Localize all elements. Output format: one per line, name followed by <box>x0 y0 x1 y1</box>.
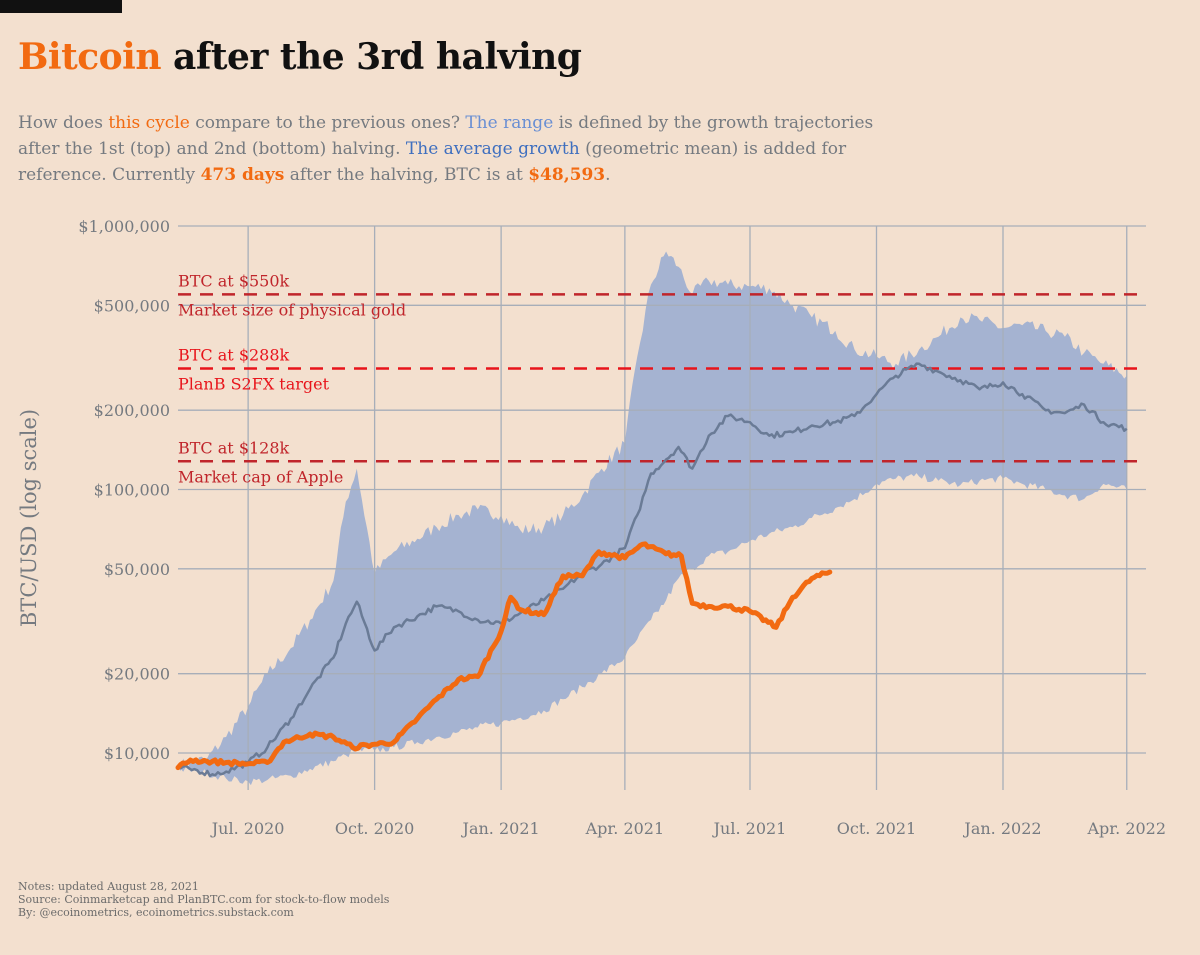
y-tick-label: $50,000 <box>104 560 170 579</box>
reference-label-top: BTC at $288k <box>178 345 290 364</box>
subtitle-text-3: is defined by the growth trajectories af… <box>18 113 874 159</box>
subtitle-text-6: . <box>605 165 611 185</box>
reference-label-top: BTC at $128k <box>178 438 290 457</box>
y-tick-label: $10,000 <box>104 744 170 763</box>
footnote-updated: Notes: updated August 28, 2021 <box>18 880 199 893</box>
subtitle-the-range: The range <box>465 113 554 133</box>
reference-label-bottom: Market cap of Apple <box>178 467 343 486</box>
title-rest: after the 3rd halving <box>161 36 582 78</box>
x-tick-label: Jul. 2020 <box>210 819 285 838</box>
x-tick-label: Oct. 2020 <box>335 819 414 838</box>
footnote-source: Source: Coinmarketcap and PlanBTC.com fo… <box>18 893 390 906</box>
y-tick-label: $200,000 <box>94 401 170 420</box>
top-accent-bar <box>0 0 122 13</box>
subtitle-price: $48,593 <box>528 165 606 185</box>
subtitle-text-1: How does <box>18 113 109 133</box>
range-band-area <box>178 251 1127 786</box>
current-cycle-line <box>175 541 833 771</box>
x-tick-label: Apr. 2021 <box>585 819 665 838</box>
y-tick-label: $500,000 <box>94 296 170 315</box>
x-tick-label: Jul. 2021 <box>712 819 787 838</box>
reference-label-bottom: Market size of physical gold <box>178 300 406 319</box>
chart-title: Bitcoin after the 3rd halving <box>18 36 582 78</box>
reference-label-bottom: PlanB S2FX target <box>178 374 330 393</box>
chart-subtitle: How does this cycle compare to the previ… <box>18 110 918 188</box>
reference-label-top: BTC at $550k <box>178 271 290 290</box>
footnotes: Notes: updated August 28, 2021 Source: C… <box>18 880 389 919</box>
title-highlight: Bitcoin <box>18 36 162 78</box>
y-axis-label: BTC/USD (log scale) <box>17 409 41 627</box>
x-tick-label: Oct. 2021 <box>837 819 916 838</box>
subtitle-text-5: after the halving, BTC is at <box>284 165 529 185</box>
average-growth-line <box>177 362 1128 778</box>
subtitle-days: 473 days <box>200 165 285 185</box>
y-tick-label: $20,000 <box>104 665 170 684</box>
subtitle-text-2: compare to the previous ones? <box>189 113 466 133</box>
subtitle-this-cycle: this cycle <box>108 113 190 133</box>
x-tick-label: Apr. 2022 <box>1086 819 1166 838</box>
subtitle-average-growth: The average growth <box>405 139 580 159</box>
subtitle-text-4: (geometric mean) is added for reference.… <box>18 139 847 185</box>
y-tick-label: $100,000 <box>94 481 170 500</box>
x-tick-label: Jan. 2022 <box>962 819 1041 838</box>
x-tick-label: Jan. 2021 <box>461 819 540 838</box>
y-tick-label: $1,000,000 <box>78 217 170 236</box>
footnote-author: By: @ecoinometrics, ecoinometrics.substa… <box>18 906 294 919</box>
